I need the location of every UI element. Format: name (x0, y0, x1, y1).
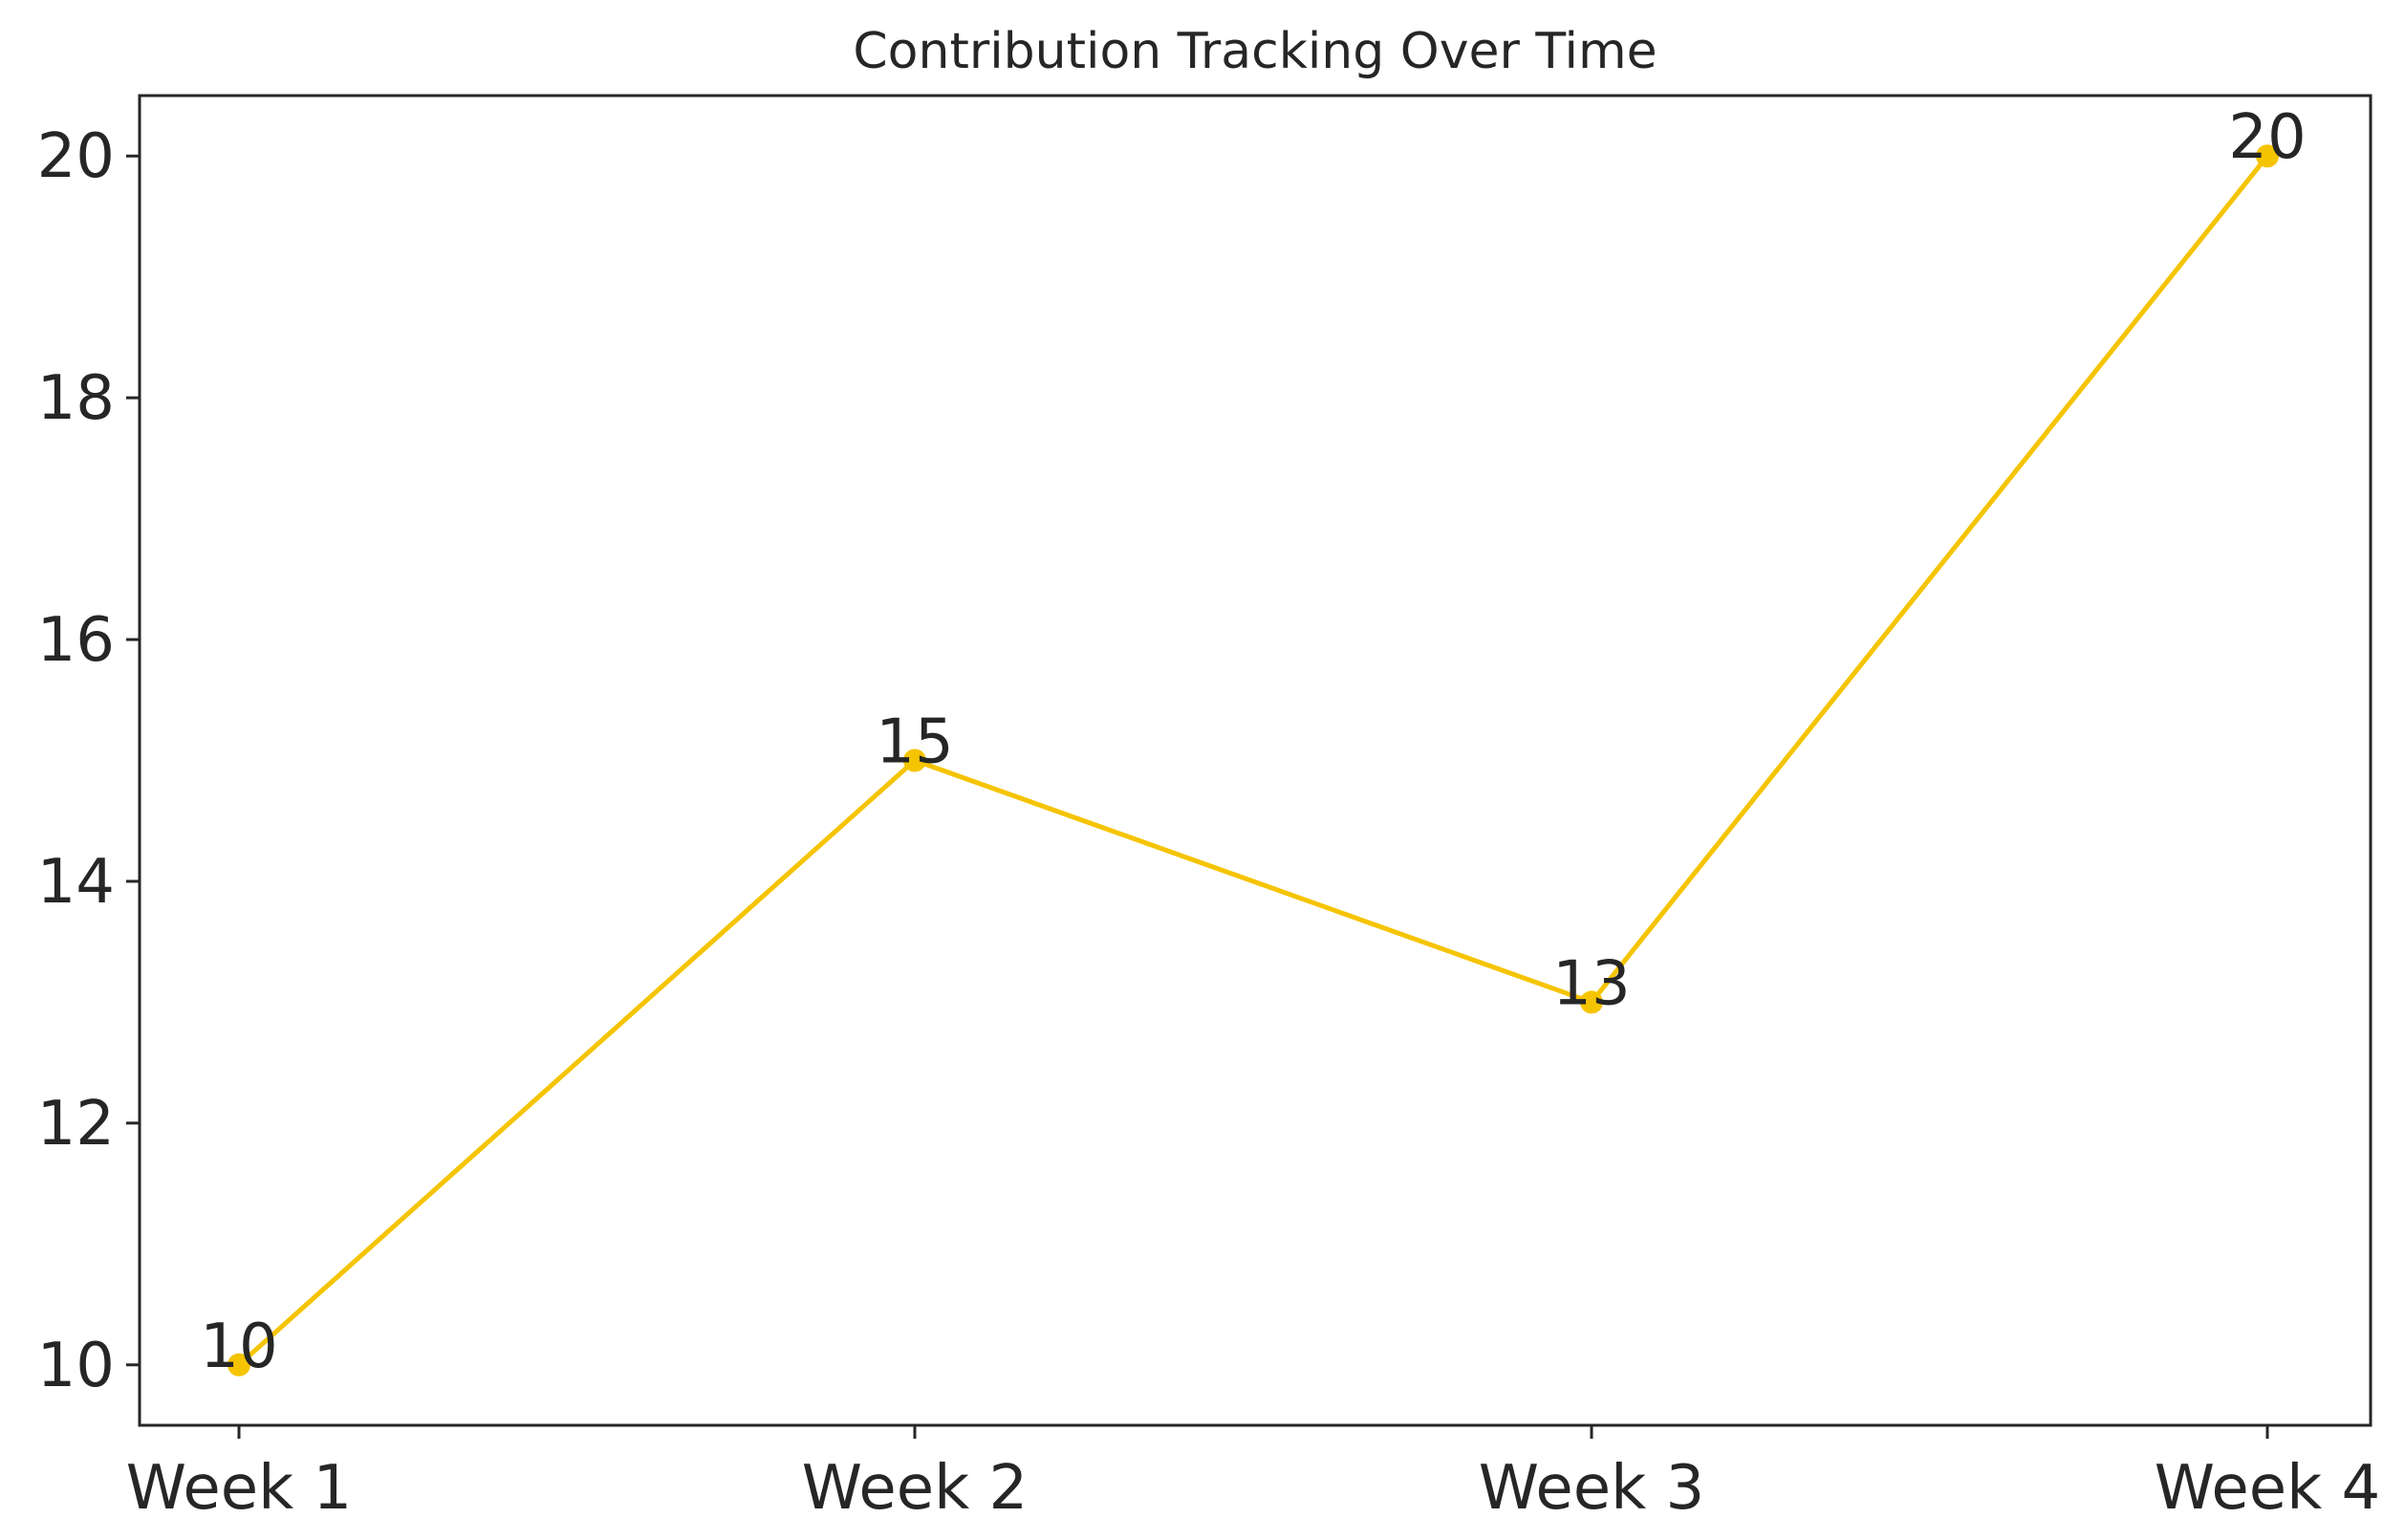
y-tick-label: 16 (37, 605, 115, 676)
plot-area-frame (138, 94, 2372, 1427)
y-tick-label: 20 (37, 121, 115, 192)
y-tick-label: 14 (37, 847, 115, 918)
data-point-marker (228, 1353, 250, 1377)
y-axis: 10 12 14 16 18 20 (37, 121, 140, 1401)
series-layer (228, 144, 2279, 1377)
y-tick-label: 12 (37, 1089, 115, 1160)
y-tick-label: 18 (37, 363, 115, 434)
data-point-marker (2256, 144, 2279, 168)
data-point-marker (903, 748, 926, 772)
x-axis: Week 1 Week 2 Week 3 Week 4 (126, 1425, 2380, 1524)
data-labels-layer: 10 15 13 20 (200, 102, 2306, 1382)
x-tick-label: Week 2 (802, 1453, 1028, 1524)
data-point-marker (1580, 990, 1603, 1014)
data-label: 15 (876, 707, 953, 778)
x-tick-label: Week 1 (126, 1453, 352, 1524)
y-tick-label: 10 (37, 1331, 115, 1401)
data-label: 10 (200, 1312, 277, 1382)
x-tick-label: Week 3 (1479, 1453, 1704, 1524)
chart-title: Contribution Tracking Over Time (853, 23, 1657, 80)
data-label: 13 (1552, 948, 1630, 1019)
series-line (237, 154, 2269, 1367)
x-tick-label: Week 4 (2155, 1453, 2380, 1524)
data-label: 20 (2228, 102, 2306, 173)
